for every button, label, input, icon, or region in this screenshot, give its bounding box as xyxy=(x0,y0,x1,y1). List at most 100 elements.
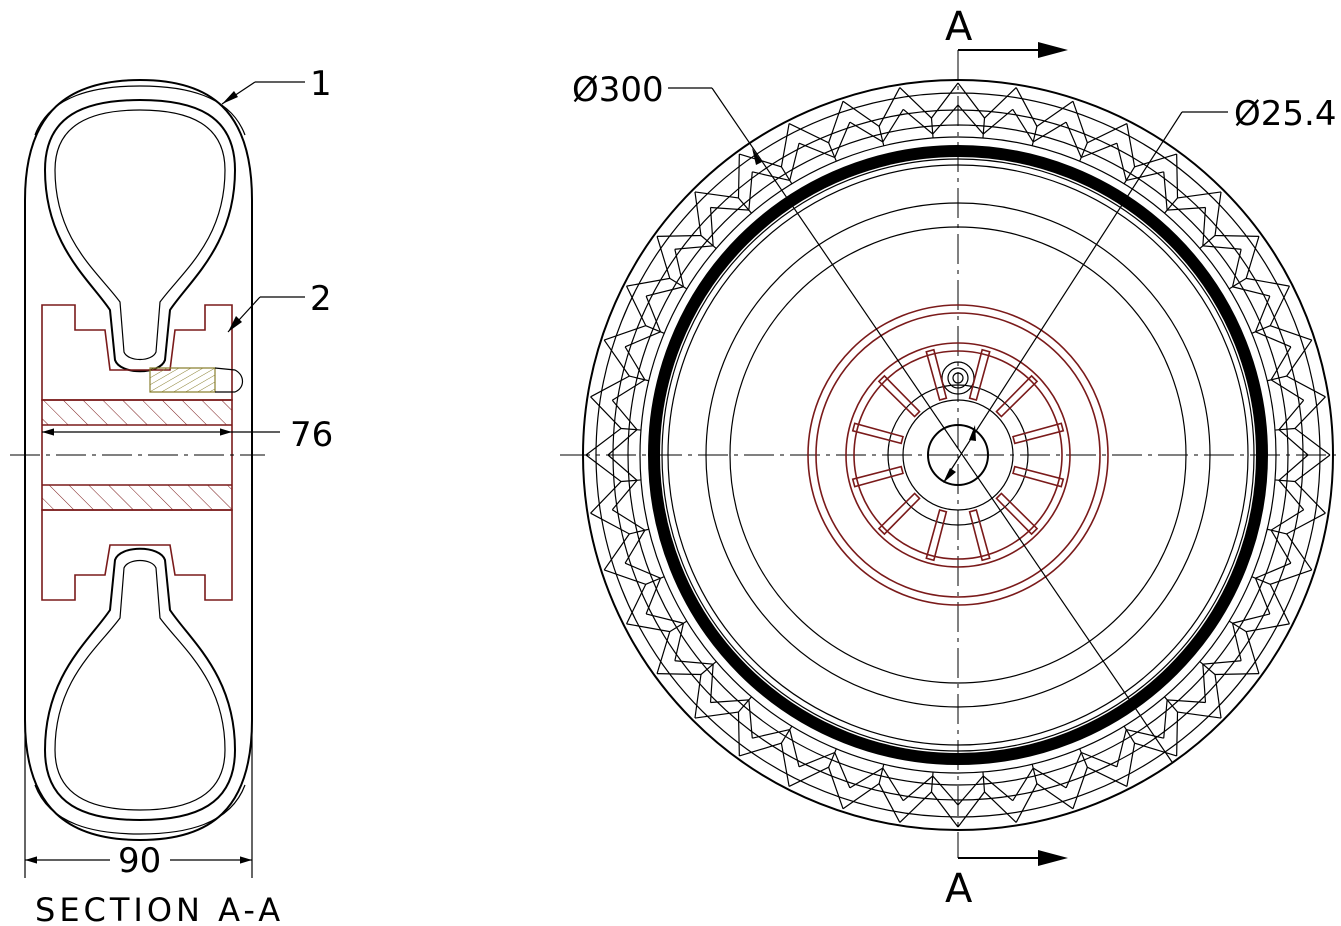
tread-rib xyxy=(1267,528,1287,535)
tread-rib xyxy=(878,764,885,784)
tread-rib xyxy=(878,126,885,146)
hub-spokes xyxy=(851,348,1065,562)
tread-chevron xyxy=(842,782,901,823)
tread-chevron-inner xyxy=(849,108,904,143)
tread-rib xyxy=(629,375,649,382)
tread-rib xyxy=(620,479,642,483)
tread-chevron-inner xyxy=(849,767,904,802)
tread-chevron xyxy=(899,82,959,119)
front-view: Ø300 Ø25.4 A A xyxy=(560,4,1341,912)
tread-chevron-inner xyxy=(674,207,714,250)
tread-chevron xyxy=(590,339,631,398)
tread-chevron-inner xyxy=(1065,121,1118,159)
tread-chevron-inner xyxy=(957,775,1014,806)
tread-rib xyxy=(828,748,837,768)
tread-chevron xyxy=(1072,101,1128,144)
tread-chevron-inner xyxy=(1254,295,1292,348)
tread-rib xyxy=(982,117,986,139)
tread-chevron-inner xyxy=(674,660,714,703)
hub-spoke xyxy=(1012,465,1065,488)
tread-rib xyxy=(738,696,752,713)
dim-diameter-25-4: Ø25.4 xyxy=(1234,94,1336,134)
tread-rib xyxy=(1079,142,1088,162)
tread-rib xyxy=(828,142,837,162)
tread-chevron xyxy=(657,673,702,719)
tread-chevron-inner xyxy=(607,454,638,511)
tread-chevron-inner xyxy=(798,121,851,159)
tread-chevron-inner xyxy=(624,295,662,348)
tread-rib xyxy=(982,771,986,793)
dim-76-text: 76 xyxy=(290,415,333,455)
tread-rib xyxy=(700,235,717,249)
tread-chevron-inner xyxy=(710,171,753,211)
tread-chevron xyxy=(1072,766,1128,809)
hub-spoke xyxy=(995,374,1039,418)
section-marker-top: A xyxy=(945,4,973,50)
tread-chevron xyxy=(899,791,959,828)
tread-chevron-inner xyxy=(1065,751,1118,789)
tread-chevron xyxy=(694,711,740,756)
tread-rib xyxy=(780,166,793,185)
tread-chevron-inner xyxy=(798,751,851,789)
tread-chevron xyxy=(585,396,622,456)
tread-rib xyxy=(1199,235,1216,249)
tread-rib xyxy=(930,117,934,139)
tread-rib xyxy=(1079,748,1088,768)
tread-chevron-inner xyxy=(1163,699,1206,739)
tread-chevron xyxy=(1015,87,1074,128)
tread-chevron xyxy=(585,454,622,514)
section-label: SECTION A-A xyxy=(35,891,284,926)
balloon-2: 2 xyxy=(310,279,332,319)
tread-rib xyxy=(1274,479,1296,483)
tread-chevron xyxy=(957,791,1017,828)
tread-chevron xyxy=(1214,191,1259,237)
tread-rib xyxy=(645,325,665,334)
tread-chevron xyxy=(1214,673,1259,719)
hub-spoke xyxy=(851,465,904,488)
tread-chevron xyxy=(1176,154,1222,199)
hub-spoke xyxy=(995,492,1039,536)
tread-chevron-inner xyxy=(607,399,638,456)
hub-spoke xyxy=(1012,422,1065,445)
tread-rib xyxy=(1031,764,1038,784)
tread-chevron-inner xyxy=(1202,660,1242,703)
tread-chevron-inner xyxy=(1278,399,1309,456)
tread-rib xyxy=(1228,620,1247,633)
tread-chevron-inner xyxy=(1202,207,1242,250)
tread-chevron xyxy=(694,154,740,199)
dim-diameter-300: Ø300 xyxy=(572,70,664,110)
tread-rib xyxy=(669,277,688,290)
tread-rib xyxy=(1251,325,1271,334)
tread-rib xyxy=(780,725,793,744)
hub-spoke xyxy=(925,509,948,562)
hub-spoke xyxy=(877,492,921,536)
tread-chevron-inner xyxy=(1163,171,1206,211)
tread-rib xyxy=(629,528,649,535)
dim-90-text: 90 xyxy=(118,841,161,881)
tread-chevron-inner xyxy=(902,775,959,806)
tread-chevron-inner xyxy=(611,346,646,401)
section-marker-bottom: A xyxy=(945,866,973,912)
tread-chevron xyxy=(1176,711,1222,756)
tread-chevron-inner xyxy=(1278,454,1309,511)
balloon-1: 1 xyxy=(310,64,332,104)
tread-rib xyxy=(620,427,642,431)
tread-chevron xyxy=(1285,512,1326,571)
tread-rib xyxy=(1267,375,1287,382)
tread-chevron xyxy=(842,87,901,128)
hub-spoke xyxy=(968,509,991,562)
tread-chevron xyxy=(1285,339,1326,398)
section-view: 76 90 1 2 SECTION A-A xyxy=(10,64,333,926)
hub-spoke xyxy=(925,348,948,401)
tread-rib xyxy=(1251,576,1271,585)
hub-spoke xyxy=(968,348,991,401)
tread-rib xyxy=(1123,166,1136,185)
tread-rib xyxy=(645,576,665,585)
tread-rib xyxy=(1164,696,1178,713)
tread-chevron-inner xyxy=(902,104,959,135)
tread-pattern xyxy=(585,82,1331,828)
tread-chevron xyxy=(657,191,702,237)
tread-chevron xyxy=(1294,396,1331,456)
tread-rib xyxy=(1228,277,1247,290)
